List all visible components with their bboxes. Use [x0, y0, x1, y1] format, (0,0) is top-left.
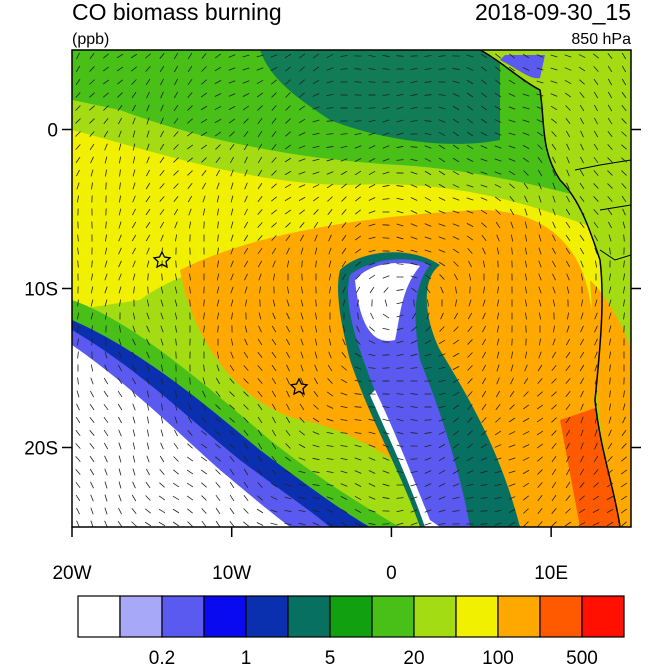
- lon-label: 20W: [52, 563, 91, 584]
- colorbar-box: [78, 596, 120, 637]
- colorbar-label: 500: [566, 648, 598, 667]
- colorbar-box: [540, 596, 582, 637]
- colorbar-box: [414, 596, 456, 637]
- units: (ppb): [72, 31, 109, 48]
- colorbar: 0.2 1 5 20 100 500: [78, 596, 624, 667]
- colorbar-box: [456, 596, 498, 637]
- wind-barb: [148, 287, 149, 294]
- colorbar-box: [120, 596, 162, 637]
- colorbar-label: 0.2: [149, 648, 175, 667]
- colorbar-box: [204, 596, 246, 637]
- colorbar-label: 5: [325, 648, 336, 667]
- wind-barb: [106, 183, 107, 190]
- level: 850 hPa: [571, 31, 631, 48]
- lon-label: 10E: [534, 563, 568, 584]
- date: 2018-09-30_15: [475, 0, 631, 25]
- lat-label: 10S: [24, 280, 58, 301]
- colorbar-box: [162, 596, 204, 637]
- wind-barb: [204, 222, 205, 229]
- lon-label: 0: [386, 563, 397, 584]
- lat-label: 20S: [24, 439, 58, 460]
- colorbar-label: 1: [241, 648, 252, 667]
- lon-label: 10W: [212, 563, 251, 584]
- colorbar-box: [246, 596, 288, 637]
- colorbar-box: [372, 596, 414, 637]
- title: CO biomass burning: [72, 0, 282, 25]
- wind-barb: [355, 95, 362, 96]
- colorbar-box: [330, 596, 372, 637]
- colorbar-box: [498, 596, 540, 637]
- wind-barb: [526, 326, 527, 333]
- map-field: [72, 50, 631, 527]
- colorbar-box: [288, 596, 330, 637]
- colorbar-box: [582, 596, 624, 637]
- lat-label: 0: [47, 121, 58, 142]
- colorbar-label: 20: [403, 648, 424, 667]
- colorbar-label: 100: [482, 648, 514, 667]
